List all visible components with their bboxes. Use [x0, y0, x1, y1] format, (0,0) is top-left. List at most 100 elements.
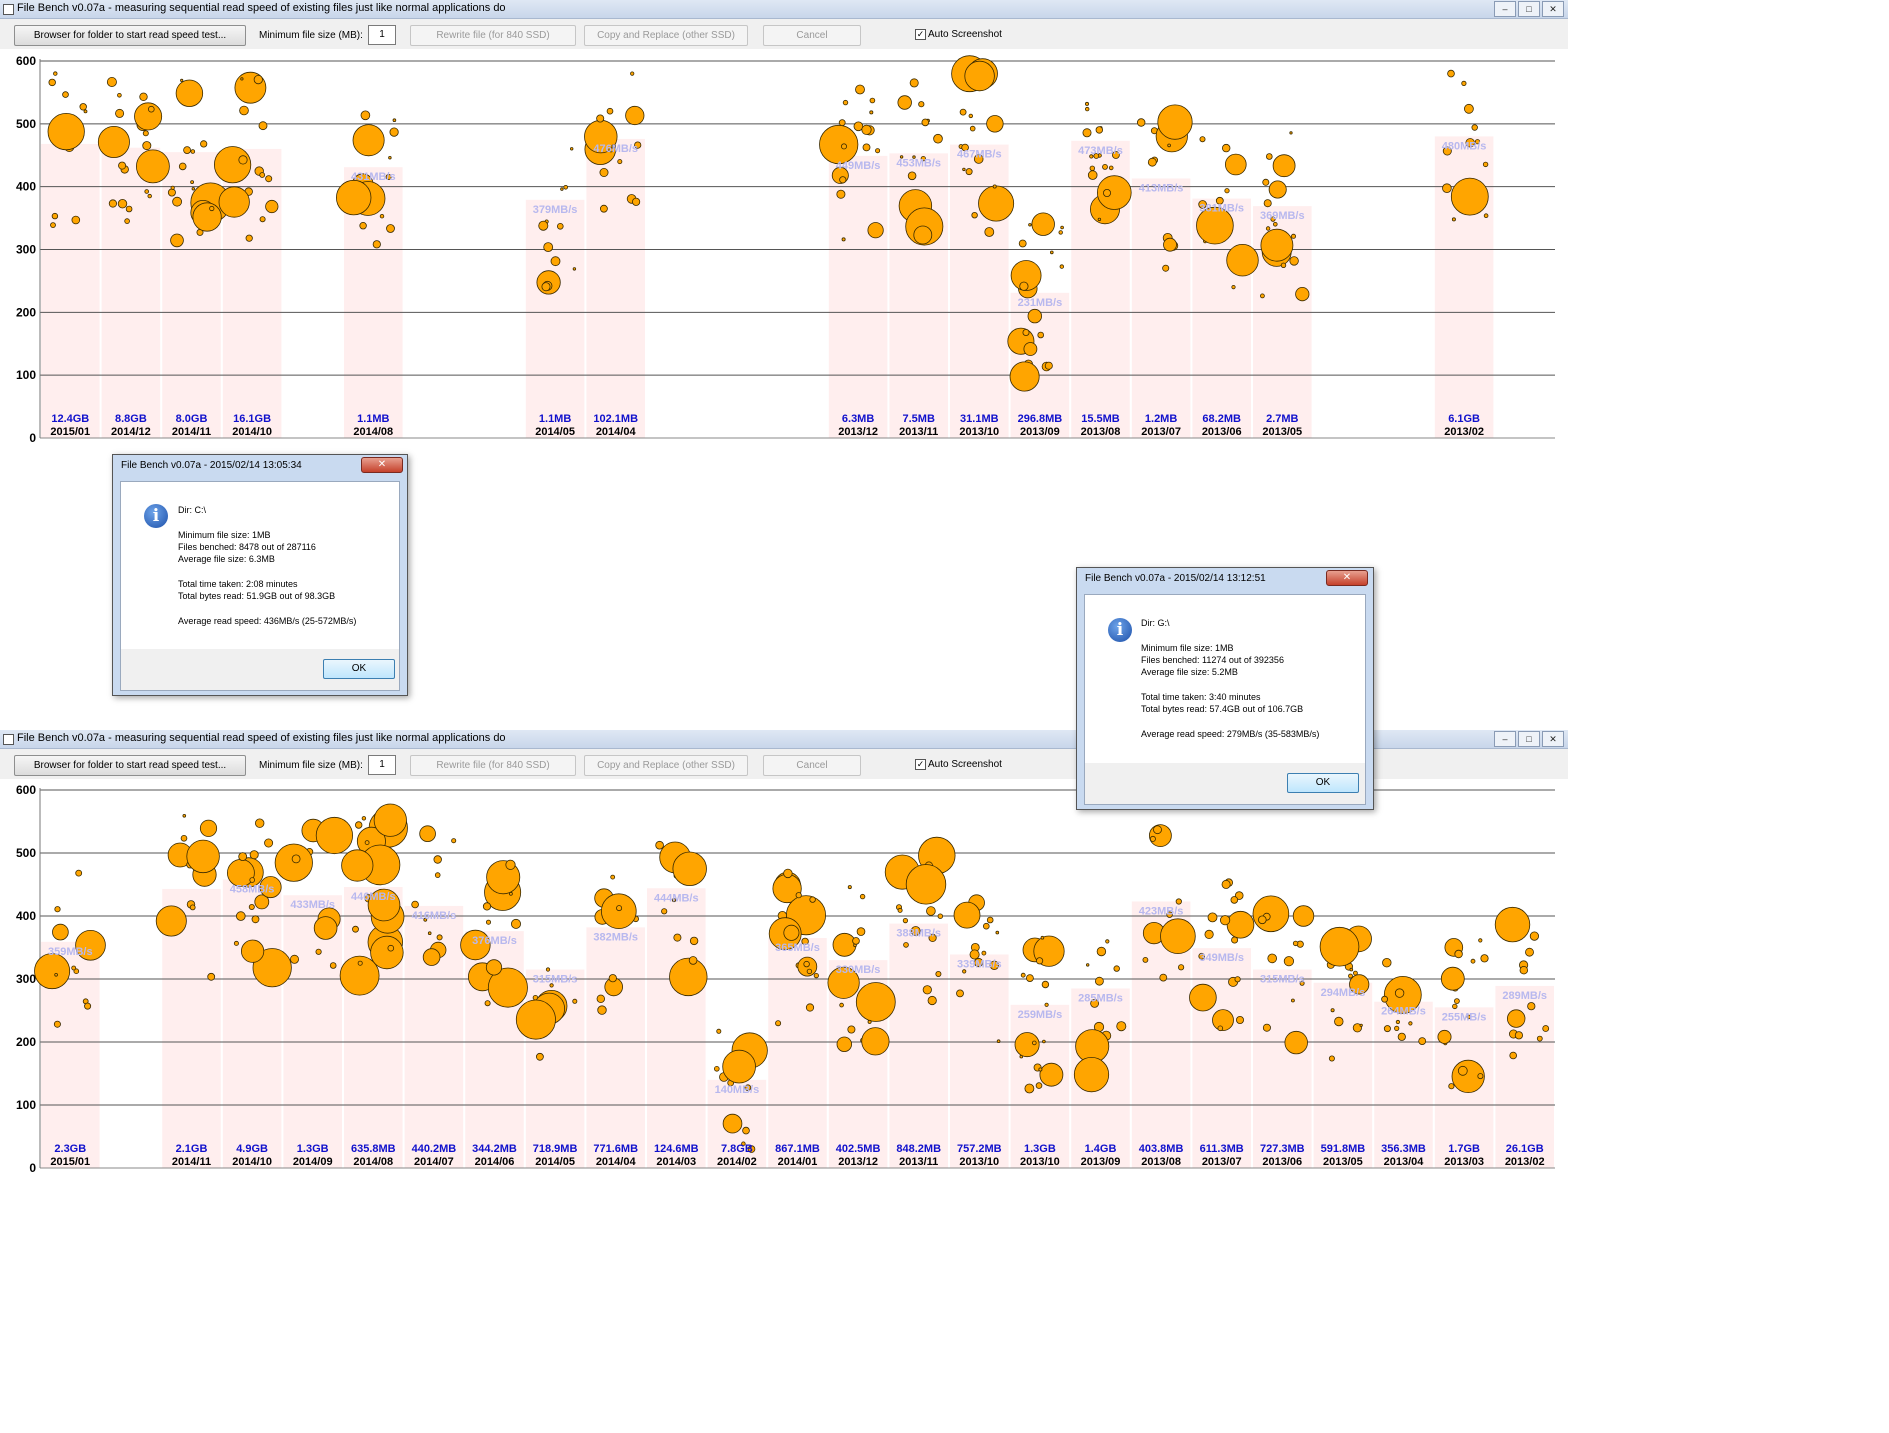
group-date-label: 2013/12	[838, 1156, 878, 1168]
group-date-label: 2014/11	[172, 426, 211, 438]
copy-replace-button[interactable]: Copy and Replace (other SSD)	[584, 25, 748, 46]
file-bubble	[1082, 128, 1092, 138]
file-bubble	[1258, 915, 1267, 925]
maximize-button[interactable]: □	[1518, 1, 1540, 17]
avg-speed-label: 423MB/s	[1139, 906, 1184, 918]
cancel-button[interactable]: Cancel	[763, 755, 861, 776]
auto-screenshot-checkbox[interactable]: ✓	[915, 759, 926, 770]
group-band	[647, 888, 706, 1168]
group-date-label: 2014/02	[717, 1156, 757, 1168]
file-bubble	[249, 877, 256, 883]
file-bubble	[809, 896, 816, 903]
file-bubble	[1353, 970, 1358, 976]
cancel-button[interactable]: Cancel	[763, 25, 861, 46]
group-size-label: 2.7MB	[1266, 413, 1298, 425]
file-bubble	[819, 124, 859, 165]
file-bubble	[1023, 342, 1038, 356]
group-size-label: 757.2MB	[957, 1143, 1002, 1155]
file-bubble	[897, 95, 912, 110]
file-bubble	[289, 954, 299, 964]
file-bubble	[838, 119, 846, 126]
file-bubble	[1022, 328, 1030, 336]
file-bubble	[1215, 196, 1224, 205]
avg-speed-label: 294MB/s	[1321, 987, 1366, 999]
dialog-time-taken: Total time taken: 2:08 minutes	[178, 579, 298, 589]
close-button[interactable]: ✕	[1542, 731, 1564, 747]
browse-folder-button[interactable]: Browser for folder to start read speed t…	[14, 25, 246, 46]
file-bubble	[1292, 940, 1299, 947]
file-bubble	[1010, 260, 1042, 291]
file-bubble	[355, 821, 363, 829]
file-bubble	[1478, 938, 1483, 943]
group-size-label: 635.8MB	[351, 1143, 396, 1155]
file-bubble	[189, 904, 196, 911]
min-size-input[interactable]: 1	[368, 755, 396, 775]
group-band	[586, 927, 645, 1168]
file-bubble	[170, 233, 184, 248]
auto-screenshot-checkbox[interactable]: ✓	[915, 29, 926, 40]
file-bubble	[1272, 154, 1296, 178]
file-bubble	[1494, 906, 1531, 943]
file-bubble	[856, 927, 866, 936]
close-button[interactable]: ✕	[1542, 1, 1564, 17]
group-date-label: 2013/11	[899, 426, 938, 438]
maximize-button[interactable]: □	[1518, 731, 1540, 747]
dialog-close-button[interactable]: ✕	[361, 457, 403, 473]
file-bubble	[388, 155, 392, 160]
file-bubble	[190, 149, 196, 154]
y-tick-label: 600	[16, 54, 36, 68]
file-bubble	[248, 904, 255, 911]
copy-replace-button[interactable]: Copy and Replace (other SSD)	[584, 755, 748, 776]
rewrite-file-button[interactable]: Rewrite file (for 840 SSD)	[410, 25, 576, 46]
group-size-label: 124.6MB	[654, 1143, 699, 1155]
file-bubble	[48, 78, 56, 87]
rewrite-file-button[interactable]: Rewrite file (for 840 SSD)	[410, 755, 576, 776]
file-bubble	[859, 893, 866, 900]
file-bubble	[1291, 233, 1297, 239]
file-bubble	[1295, 287, 1310, 302]
file-bubble	[688, 956, 698, 965]
file-bubble	[1289, 256, 1299, 266]
file-bubble	[1260, 293, 1265, 299]
dialog-ok-button[interactable]: OK	[323, 659, 395, 679]
file-bubble	[1019, 281, 1029, 291]
group-date-label: 2013/12	[838, 426, 878, 438]
file-bubble	[913, 225, 933, 245]
file-bubble	[1461, 80, 1467, 87]
group-size-label: 1.3GB	[1024, 1143, 1056, 1155]
min-size-label: Minimum file size (MB):	[259, 30, 363, 41]
file-bubble	[1041, 980, 1050, 989]
file-bubble	[836, 189, 846, 199]
file-bubble	[209, 205, 215, 212]
file-bubble	[1483, 213, 1489, 219]
file-bubble	[747, 1145, 756, 1153]
avg-speed-label: 473MB/s	[1078, 145, 1123, 157]
file-bubble	[239, 105, 249, 116]
group-date-label: 2014/08	[353, 426, 393, 438]
info-icon: i	[1108, 618, 1132, 642]
file-bubble	[117, 92, 122, 98]
file-bubble	[806, 968, 813, 975]
file-bubble	[1383, 1025, 1391, 1033]
top-window: File Bench v0.07a - measuring sequential…	[0, 0, 1568, 450]
file-bubble	[610, 874, 616, 880]
dialog-close-button[interactable]: ✕	[1326, 570, 1368, 586]
file-bubble	[1529, 931, 1540, 941]
avg-speed-label: 285MB/s	[1078, 992, 1123, 1004]
file-bubble	[903, 942, 909, 948]
group-size-label: 440.2MB	[412, 1143, 457, 1155]
file-bubble	[1359, 1023, 1363, 1027]
minimize-button[interactable]: –	[1494, 731, 1516, 747]
minimize-button[interactable]: –	[1494, 1, 1516, 17]
browse-folder-button[interactable]: Browser for folder to start read speed t…	[14, 755, 246, 776]
file-bubble	[1102, 164, 1108, 170]
dialog-ok-button[interactable]: OK	[1287, 773, 1359, 793]
file-bubble	[360, 110, 371, 121]
min-size-input[interactable]: 1	[368, 25, 396, 45]
file-bubble	[1474, 139, 1481, 145]
file-bubble	[1480, 954, 1489, 963]
file-bubble	[971, 211, 978, 219]
group-size-label: 402.5MB	[836, 1143, 881, 1155]
file-bubble	[367, 888, 401, 922]
avg-speed-label: 413MB/s	[1139, 182, 1184, 194]
